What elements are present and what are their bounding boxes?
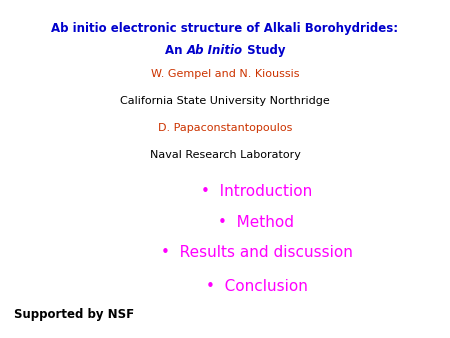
Text: •  Introduction: • Introduction bbox=[201, 184, 312, 199]
Text: Naval Research Laboratory: Naval Research Laboratory bbox=[149, 150, 301, 161]
Text: •  Results and discussion: • Results and discussion bbox=[161, 245, 352, 260]
Text: •  Conclusion: • Conclusion bbox=[206, 279, 307, 294]
Text: Ab Initio: Ab Initio bbox=[186, 44, 243, 57]
Text: D. Papaconstantopoulos: D. Papaconstantopoulos bbox=[158, 123, 292, 134]
Text: An: An bbox=[165, 44, 186, 57]
Text: Ab initio electronic structure of Alkali Borohydrides:: Ab initio electronic structure of Alkali… bbox=[51, 22, 399, 35]
Text: •  Method: • Method bbox=[219, 215, 294, 230]
Text: California State University Northridge: California State University Northridge bbox=[120, 96, 330, 106]
Text: W. Gempel and N. Kioussis: W. Gempel and N. Kioussis bbox=[151, 69, 299, 79]
Text: Study: Study bbox=[243, 44, 285, 57]
Text: Supported by NSF: Supported by NSF bbox=[14, 308, 134, 320]
